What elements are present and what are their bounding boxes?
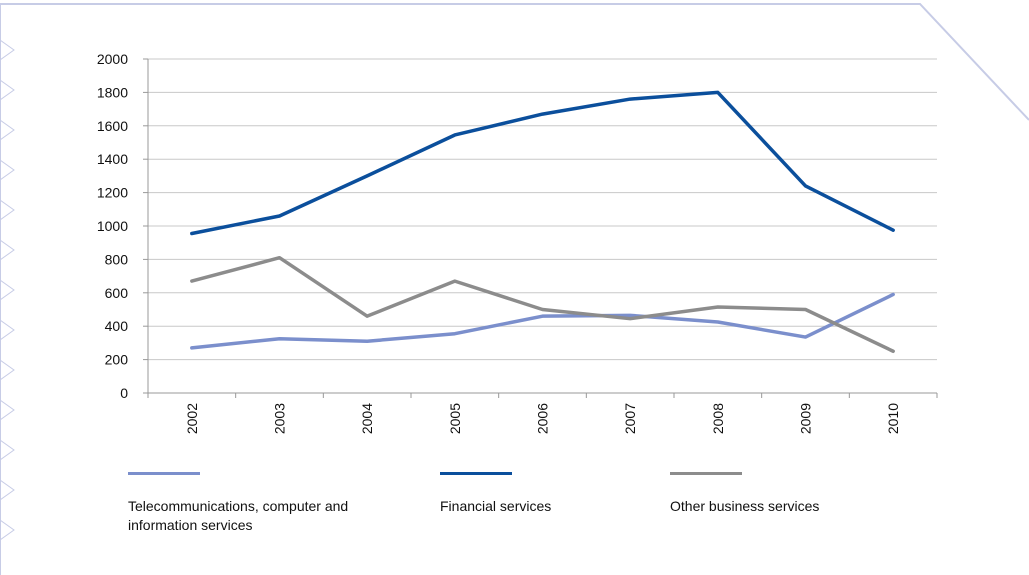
x-tick-label-2008: 2008: [710, 403, 726, 434]
frame-hatch: [0, 39, 15, 541]
y-tick-label-800: 800: [105, 251, 129, 267]
x-tick-label-2009: 2009: [798, 403, 814, 434]
x-tick-label-2005: 2005: [447, 403, 463, 434]
legend-swatch-other-business: [670, 472, 742, 475]
x-tick-label-2004: 2004: [359, 403, 375, 434]
legend-swatch-telecom: [128, 472, 200, 475]
y-tick-label-1600: 1600: [97, 118, 128, 134]
x-tick-label-2006: 2006: [535, 403, 551, 434]
series-line-financial: [190, 90, 895, 236]
x-tick-label-2007: 2007: [622, 403, 638, 434]
legend-swatch-financial: [440, 472, 512, 475]
series-line-other-business: [190, 255, 895, 353]
series-lines: [190, 90, 895, 353]
gridlines: [148, 58, 937, 361]
y-tick-label-2000: 2000: [97, 51, 128, 67]
x-axis-ticks: 2002 2003 2004 2005 2006 2007 2008 2009 2010: [147, 393, 938, 434]
x-tick-label-2002: 2002: [184, 403, 200, 434]
legend-item-telecom: Telecommunications, computer and informa…: [128, 472, 408, 535]
y-tick-label-1200: 1200: [97, 185, 128, 201]
legend-item-financial: Financial services: [440, 472, 640, 516]
x-tick-label-2003: 2003: [272, 403, 288, 434]
x-tick-label-2010: 2010: [885, 403, 901, 434]
legend-label-telecom: Telecommunications, computer and informa…: [128, 498, 349, 533]
y-tick-label-400: 400: [105, 318, 129, 334]
y-tick-label-200: 200: [105, 352, 129, 368]
line-chart: 0 200 400 600 800 1000 1200 1400 1600 1800 2000 20…: [97, 51, 938, 434]
y-tick-label-1800: 1800: [97, 84, 128, 100]
legend-label-other-business: Other business services: [670, 498, 820, 514]
y-tick-label-1000: 1000: [97, 218, 128, 234]
series-line-telecom: [190, 292, 895, 350]
y-axis-ticks: 0 200 400 600 800 1000 1200 1400 1600 1800 2000: [97, 51, 148, 401]
legend-label-financial: Financial services: [440, 498, 552, 514]
y-tick-label-600: 600: [105, 285, 129, 301]
legend-item-other-business: Other business services: [670, 472, 930, 516]
y-tick-label-1400: 1400: [97, 151, 128, 167]
y-tick-label-0: 0: [120, 385, 128, 401]
